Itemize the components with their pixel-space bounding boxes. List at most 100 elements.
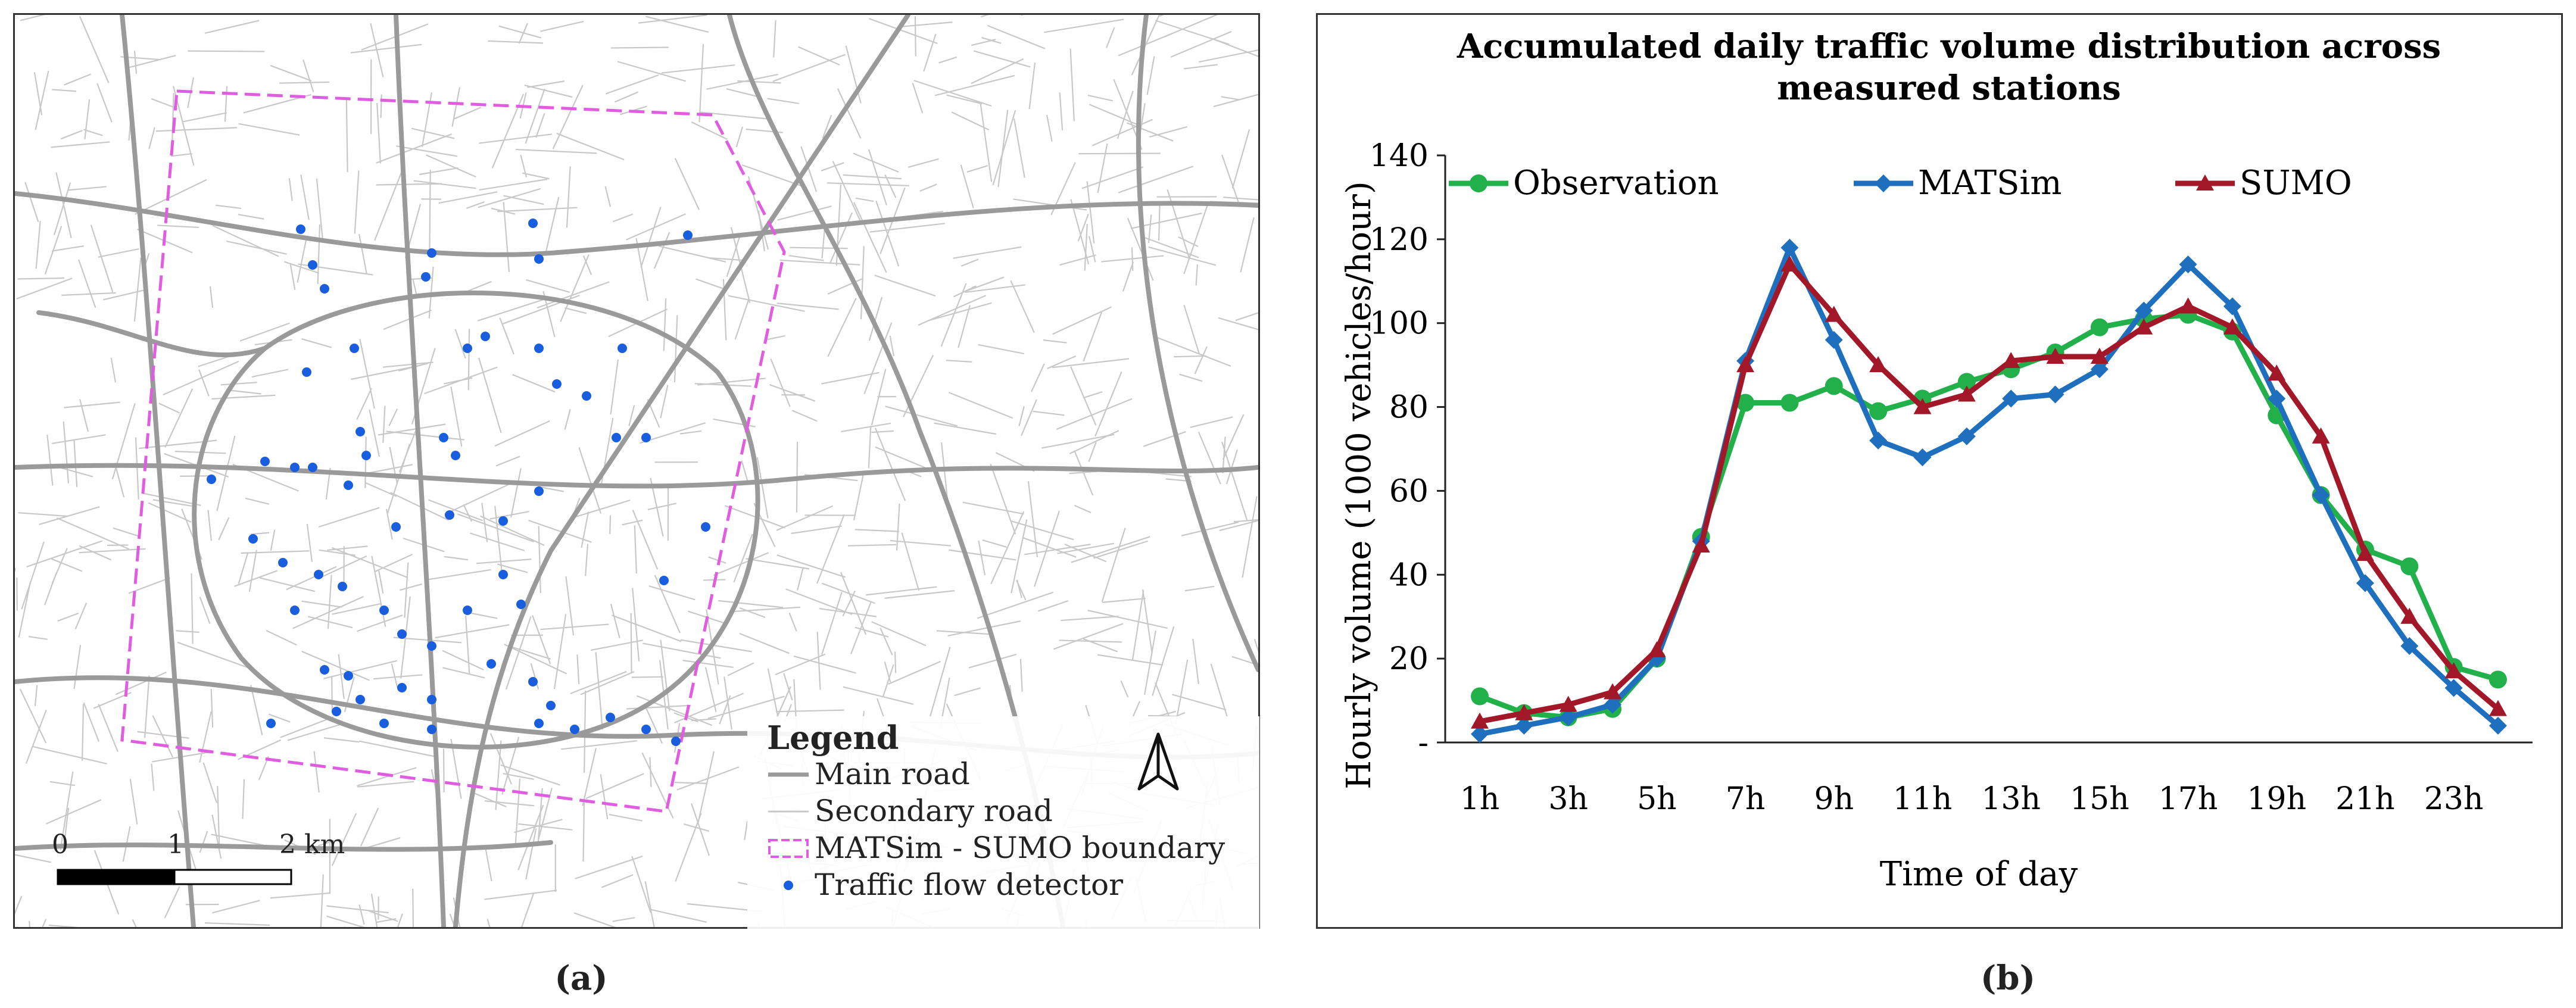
secondary-road-segment (251, 369, 289, 378)
secondary-road-segment (982, 539, 1007, 548)
secondary-road-segment (32, 745, 107, 764)
detector-point (355, 427, 365, 436)
secondary-road-segment (494, 420, 550, 447)
secondary-road-segment (357, 781, 414, 788)
secondary-road-segment (928, 302, 992, 322)
secondary-road-segment (981, 15, 990, 18)
secondary-road-segment (1070, 366, 1097, 426)
secondary-road-segment (239, 322, 290, 342)
detector-point (427, 641, 436, 651)
secondary-road-segment (110, 357, 117, 383)
secondary-road-segment (914, 16, 916, 57)
secondary-road-segment (526, 279, 570, 293)
secondary-road-segment (114, 463, 125, 498)
secondary-road-segment (1233, 519, 1258, 523)
secondary-road-segment (1047, 355, 1077, 370)
detector-point (552, 379, 562, 389)
data-point (2400, 637, 2419, 656)
secondary-road-segment (56, 517, 130, 550)
secondary-road-segment (1155, 336, 1231, 367)
secondary-road-segment (1118, 166, 1194, 194)
secondary-road-segment (481, 503, 488, 542)
secondary-road-segment (590, 639, 643, 651)
detector-point (534, 344, 544, 353)
secondary-road-segment (978, 540, 986, 576)
secondary-road-segment (946, 360, 972, 363)
secondary-road-segment (622, 519, 643, 526)
secondary-road-segment (419, 167, 459, 176)
secondary-road-segment (21, 541, 45, 610)
secondary-road-segment (207, 510, 212, 541)
secondary-road-segment (45, 799, 102, 825)
secondary-road-segment (216, 204, 242, 210)
x-tick-label: 9h (1814, 781, 1854, 817)
legend-title: Legend (767, 719, 899, 757)
secondary-road-segment (816, 632, 821, 690)
secondary-road-segment (1102, 598, 1146, 603)
secondary-road-segment (318, 839, 337, 847)
secondary-road-segment (556, 133, 625, 161)
main-road-segment (36, 310, 267, 358)
secondary-road-segment (469, 532, 525, 551)
secondary-road-segment (565, 307, 587, 314)
secondary-road-segment (1083, 311, 1103, 362)
secondary-road-segment (18, 512, 69, 517)
legend-item-secondary-road: Secondary road (767, 794, 1255, 829)
secondary-road-segment (52, 434, 106, 444)
secondary-road-segment (25, 709, 47, 764)
secondary-road-segment (928, 647, 951, 721)
data-point (2135, 301, 2153, 320)
secondary-road-segment (735, 126, 744, 148)
secondary-road-segment (868, 297, 883, 341)
secondary-road-segment (191, 573, 194, 644)
legend-label: SUMO (2240, 164, 2352, 202)
secondary-road-segment (250, 532, 270, 535)
secondary-road-segment (442, 667, 485, 679)
chart-title-line-1: Accumulated daily traffic volume distrib… (1457, 27, 2441, 66)
secondary-road-segment (827, 278, 863, 295)
secondary-road-segment (382, 361, 434, 368)
detector-point (308, 260, 317, 270)
secondary-road-segment (1211, 38, 1258, 57)
legend-marker (2196, 174, 2214, 191)
secondary-road-segment (364, 482, 397, 497)
detector-point (355, 695, 365, 704)
secondary-road-segment (354, 170, 360, 234)
secondary-road-segment (581, 511, 590, 548)
secondary-road-segment (484, 890, 557, 900)
legend-label: Observation (1513, 164, 1719, 202)
secondary-road-segment (378, 570, 384, 594)
secondary-road-segment (1253, 639, 1258, 653)
secondary-road-segment (220, 382, 257, 386)
secondary-road-segment (1086, 181, 1095, 244)
secondary-road-segment (770, 358, 791, 407)
secondary-road-segment (216, 435, 236, 511)
secondary-road-segment (61, 292, 116, 296)
secondary-road-segment (661, 64, 735, 74)
secondary-road-segment (1183, 205, 1208, 274)
secondary-road-segment (51, 141, 110, 148)
secondary-road-segment (449, 913, 456, 927)
secondary-road-segment (163, 360, 239, 396)
secondary-road-segment (888, 660, 941, 685)
secondary-road-segment (29, 920, 30, 927)
secondary-road-segment (218, 517, 230, 541)
y-tick-label: - (1418, 725, 1429, 761)
traffic-flow-detectors (207, 219, 710, 746)
secondary-road-segment (776, 554, 846, 578)
secondary-road-segment (454, 107, 482, 120)
secondary-road-segment (1053, 623, 1124, 650)
secondary-road-segment (707, 257, 747, 261)
secondary-road-segment (495, 740, 502, 810)
secondary-road-segment (853, 152, 899, 173)
data-point (2268, 364, 2286, 381)
data-point (1780, 394, 1799, 412)
secondary-road-segment (125, 55, 176, 69)
secondary-road-segment (981, 37, 1002, 44)
detector-point (290, 606, 300, 615)
secondary-road-segment (741, 460, 749, 482)
secondary-road-segment (326, 915, 365, 927)
secondary-road-segment (28, 635, 48, 640)
series-matsim (1471, 238, 2507, 743)
secondary-road-segment (631, 856, 651, 913)
